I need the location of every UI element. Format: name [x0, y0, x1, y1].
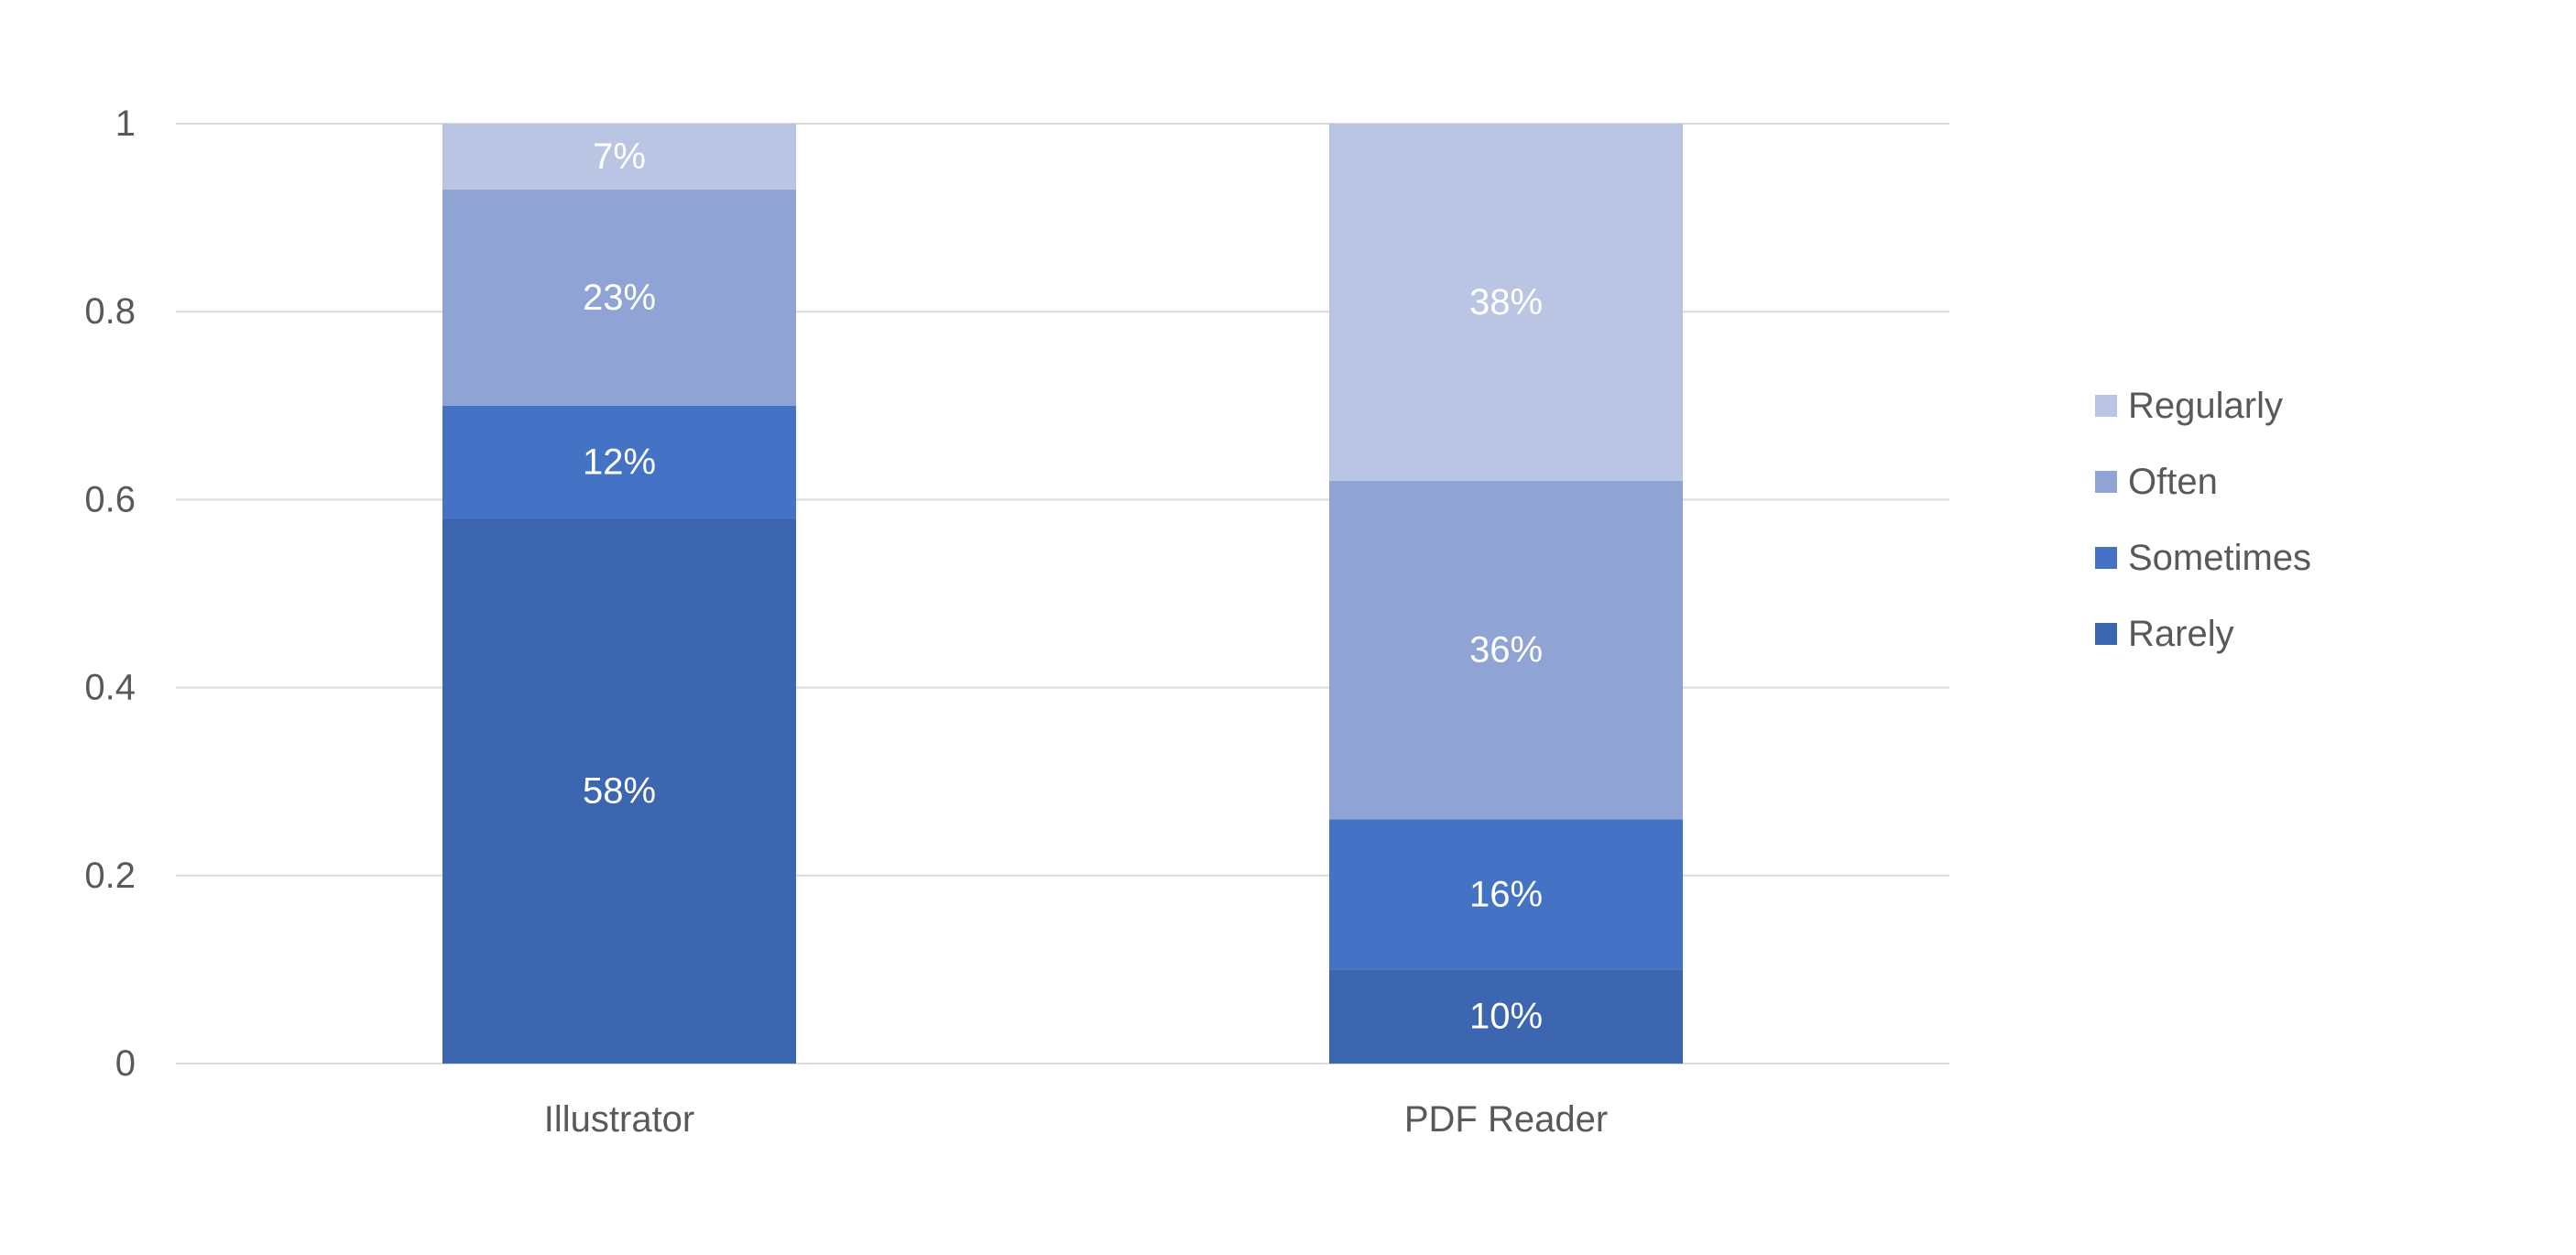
y-tick-label: 0.8 — [84, 291, 136, 332]
y-tick-label: 0.6 — [84, 479, 136, 519]
data-label: 16% — [1469, 874, 1543, 914]
legend-label: Sometimes — [2128, 538, 2311, 578]
legend-swatch — [2095, 623, 2117, 645]
legend-item-often: Often — [2095, 462, 2218, 502]
data-label: 58% — [583, 770, 656, 811]
data-label: 23% — [583, 278, 656, 318]
bar-segment-sometimes-pdf-reader — [1329, 819, 1683, 970]
y-axis: 0 0.2 0.4 0.6 0.8 1 — [84, 104, 136, 1084]
bars — [442, 124, 1683, 1064]
data-label: 38% — [1469, 282, 1543, 322]
legend-swatch — [2095, 395, 2117, 417]
data-label: 7% — [593, 136, 646, 177]
bar-segment-regularly-pdf-reader — [1329, 124, 1683, 481]
data-label: 36% — [1469, 630, 1543, 671]
bar-segment-often-illustrator — [442, 189, 796, 406]
legend-swatch — [2095, 471, 2117, 493]
bar-segment-rarely-pdf-reader — [1329, 969, 1683, 1064]
legend-label: Rarely — [2128, 614, 2234, 654]
x-category-label: PDF Reader — [1404, 1099, 1608, 1140]
bar-segment-sometimes-illustrator — [442, 405, 796, 518]
legend-label: Often — [2128, 462, 2218, 502]
gridlines — [176, 123, 1949, 1064]
data-labels: 58% 12% 23% 7% 10% 16% 36% 38% — [583, 136, 1543, 1037]
y-tick-label: 1 — [115, 104, 136, 144]
legend: Regularly Often Sometimes Rarely — [2095, 386, 2311, 654]
legend-item-regularly: Regularly — [2095, 386, 2283, 426]
bar-segment-regularly-illustrator — [442, 124, 796, 190]
y-tick-label: 0.2 — [84, 856, 136, 896]
legend-item-rarely: Rarely — [2095, 614, 2234, 654]
x-category-label: Illustrator — [544, 1099, 695, 1140]
y-tick-label: 0.4 — [84, 668, 136, 708]
bar-segment-rarely-illustrator — [442, 518, 796, 1064]
legend-label: Regularly — [2128, 386, 2283, 426]
y-tick-label: 0 — [115, 1043, 136, 1084]
legend-item-sometimes: Sometimes — [2095, 538, 2311, 578]
bar-segment-often-pdf-reader — [1329, 480, 1683, 820]
legend-swatch — [2095, 547, 2117, 569]
data-label: 12% — [583, 442, 656, 482]
data-label: 10% — [1469, 997, 1543, 1037]
x-axis: Illustrator PDF Reader — [544, 1099, 1608, 1140]
